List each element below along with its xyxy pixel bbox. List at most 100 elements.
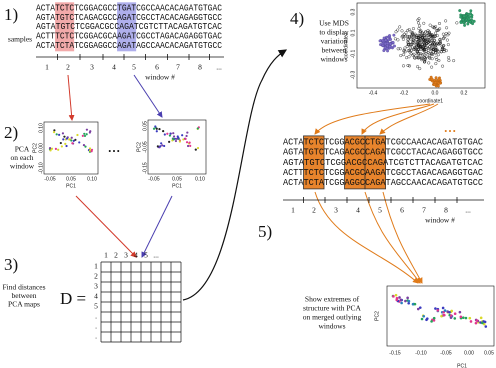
column-label: 4 [134,251,138,260]
point [418,67,422,71]
point [401,37,405,41]
point [413,302,417,306]
window-number: 6 [400,206,404,215]
row-label: 3 [94,282,98,291]
point [436,84,440,88]
point [417,27,421,31]
point [434,48,438,52]
point [412,52,416,56]
point [402,64,406,68]
point [410,32,414,36]
point [423,60,427,64]
point [459,21,463,24]
point [430,52,434,56]
point [402,32,406,36]
plot-frame [43,121,99,175]
point [70,136,73,139]
y-axis-label: coordinate2 [343,32,349,58]
point [411,37,415,41]
step-number: 2) [4,123,18,142]
window-number: 7 [176,63,180,72]
point [398,296,401,299]
label-line: PCA [15,145,30,154]
point [414,37,418,41]
x-axis-label: PC1 [457,363,467,368]
window-number: 3 [334,206,338,215]
plot-frame [386,285,495,347]
window-number: 2 [66,63,70,72]
point [443,313,446,317]
x-tick-label: -0.05 [148,176,160,182]
point [469,320,473,323]
point [388,34,392,38]
label-line: Use MDS [319,19,349,28]
y-axis-label: PC2 [374,311,380,321]
sequence: ACTTTCTCTCGGACGCAAGATCGCCTAGACAGAGGTGAC [36,32,223,42]
point [444,19,448,23]
point [172,132,175,135]
point [462,21,466,25]
point [152,127,156,130]
point [443,309,447,312]
x-tick-label: 0.2 [461,90,468,96]
point [440,44,444,48]
window-number: 1 [291,206,295,215]
window-number: 4 [356,206,360,215]
point [469,9,473,13]
step-number: 5) [258,222,272,241]
point [406,63,410,67]
point [404,34,408,38]
point [50,147,54,150]
point [432,47,436,51]
point [407,43,411,47]
x-tick-label: 0.10 [87,176,97,182]
point [393,44,396,48]
point [188,141,191,144]
point [83,132,86,135]
step-number: 3) [4,255,18,274]
point [412,56,416,60]
point [440,314,443,318]
point [416,307,420,311]
point [435,41,439,45]
point [185,134,188,138]
point [392,33,396,37]
point [407,34,411,38]
highlight [364,135,386,190]
point [421,33,425,37]
highlight [55,2,75,52]
point [455,21,459,25]
point [391,40,395,44]
point [60,145,63,148]
arrow [75,195,137,258]
point [58,133,61,136]
point [400,35,404,39]
point [428,78,432,81]
point [420,56,424,60]
point [437,58,441,62]
point [479,316,483,320]
axis-label: window # [425,216,455,225]
point [424,57,428,61]
y-tick-label: 0.3 [350,8,356,15]
point [189,144,192,147]
point [441,37,445,41]
point [394,293,398,297]
point [382,36,386,40]
point [168,134,172,137]
point [405,56,409,60]
point [428,56,432,60]
point [386,49,390,53]
row-label: 5 [94,302,98,311]
point [438,37,442,41]
step-number: 1) [4,5,18,24]
point [428,23,432,27]
point [448,310,451,314]
point [381,44,385,47]
point [378,39,382,43]
point [416,18,420,22]
point [458,9,462,13]
point [441,306,445,310]
point [427,56,431,60]
point [431,48,435,52]
